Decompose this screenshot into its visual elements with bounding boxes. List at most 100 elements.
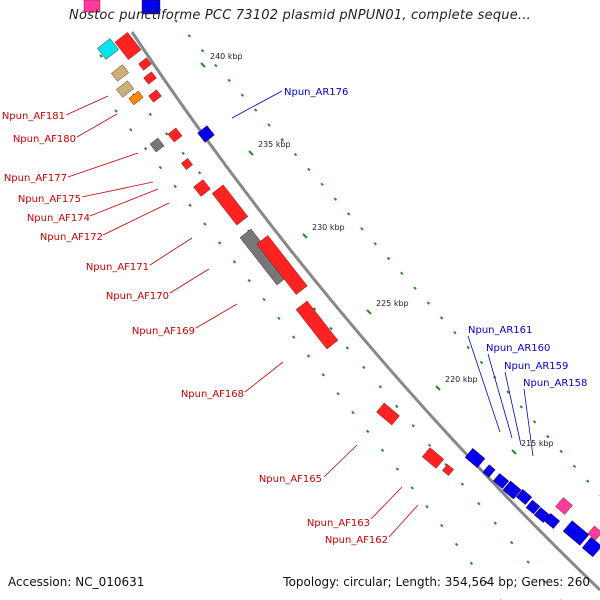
leader-line (149, 237, 193, 266)
feature-forward[interactable] (295, 300, 339, 350)
leader-line (523, 388, 534, 457)
tick-label: 220 kbp (445, 375, 478, 384)
feature-reverse[interactable] (562, 520, 590, 546)
tick-label: 225 kbp (376, 299, 409, 308)
backbone-dot (174, 19, 178, 23)
backbone-dot (165, 132, 169, 136)
feature-label-reverse[interactable]: Npun_AR159 (504, 361, 568, 372)
backbone-dot (351, 410, 355, 415)
backbone-dot (411, 424, 415, 428)
feature-reverse[interactable] (581, 536, 600, 558)
feature-label-reverse[interactable]: Npun_AR160 (486, 343, 550, 354)
backbone-dot (129, 128, 133, 132)
feature-misc[interactable] (555, 497, 573, 515)
backbone-dot (293, 152, 298, 157)
backbone-dot (114, 109, 118, 113)
feature-forward[interactable] (421, 447, 445, 469)
feature-reverse[interactable] (482, 464, 496, 478)
feature-misc[interactable] (128, 90, 144, 106)
feature-label-forward[interactable]: Npun_AF172 (40, 232, 103, 243)
backbone-dot (395, 467, 400, 471)
feature-forward[interactable] (376, 402, 400, 426)
backbone-dot (200, 48, 205, 53)
leader-line (102, 202, 170, 236)
feature-layer (83, 0, 600, 558)
feature-forward[interactable] (148, 89, 162, 103)
tick-mark (366, 309, 372, 315)
feature-label-reverse[interactable]: Npun_AR158 (523, 378, 587, 389)
backbone-dot (366, 429, 370, 434)
feature-reverse[interactable] (197, 125, 215, 143)
backbone-dot (479, 360, 484, 365)
feature-misc[interactable] (97, 38, 119, 60)
feature-forward[interactable] (193, 179, 211, 197)
feature-forward[interactable] (143, 71, 157, 85)
leader-line (65, 95, 109, 116)
feature-forward[interactable] (211, 184, 249, 226)
feature-reverse[interactable] (141, 0, 161, 15)
backbone-dot (240, 93, 245, 97)
tick-label: 230 kbp (312, 223, 345, 232)
label-layer: Npun_AR176 Npun_AR161 Npun_AR160 Npun_AR159… (2, 87, 588, 546)
feature-misc[interactable] (587, 525, 600, 541)
feature-label-forward[interactable]: Npun_AF181 (2, 111, 65, 122)
backbone-dot (187, 34, 191, 38)
feature-label-forward[interactable]: Npun_AF177 (4, 173, 67, 184)
backbone-dot (395, 404, 399, 409)
feature-misc[interactable] (116, 80, 134, 98)
tick-layer: 240 kbp 235 kbp 230 kbp 225 kbp 220 kbp 215 k… (200, 52, 554, 455)
leader-line (89, 188, 159, 217)
feature-forward[interactable] (167, 127, 183, 143)
leader-line (169, 268, 210, 294)
feature-label-reverse[interactable]: Npun_AR161 (468, 325, 532, 336)
tick-label: 240 kbp (210, 52, 243, 61)
backbone-dot (460, 482, 465, 486)
backbone-dot (148, 112, 152, 117)
leader-line (487, 353, 513, 439)
feature-label-forward[interactable]: Npun_AF168 (181, 389, 244, 400)
feature-forward[interactable] (442, 464, 454, 476)
feature-label-reverse[interactable]: Npun_AR176 (284, 87, 348, 98)
feature-label-forward[interactable]: Npun_AF171 (86, 262, 149, 273)
feature-label-forward[interactable]: Npun_AF169 (132, 326, 195, 337)
backbone-dot (197, 171, 202, 175)
feature-label-forward[interactable]: Npun_AF163 (307, 518, 370, 529)
backbone-dot (362, 365, 366, 370)
feature-forward[interactable] (256, 235, 308, 295)
backbone-dot (247, 278, 251, 283)
feature-other[interactable] (149, 137, 165, 153)
backbone-dot (188, 203, 192, 207)
feature-forward[interactable] (138, 57, 152, 71)
backbone-dot (320, 182, 324, 186)
backbone-dot (426, 301, 431, 305)
leader-line (76, 113, 118, 138)
feature-forward[interactable] (114, 32, 142, 60)
feature-forward[interactable] (181, 158, 193, 170)
backbone-dot (277, 316, 281, 321)
tick-label: 215 kbp (521, 439, 554, 448)
backbone-dot (380, 448, 385, 452)
feature-label-forward[interactable]: Npun_AF180 (13, 134, 76, 145)
feature-label-forward[interactable]: Npun_AF175 (18, 194, 81, 205)
leader-line (467, 335, 501, 433)
feature-label-forward[interactable]: Npun_AF165 (259, 474, 322, 485)
leader-line (81, 181, 154, 198)
backbone-dot (227, 78, 231, 83)
feature-reverse[interactable] (515, 489, 533, 505)
feature-reverse[interactable] (525, 499, 541, 515)
feature-misc[interactable] (111, 64, 129, 82)
leader-line (504, 371, 522, 446)
tick-mark (302, 233, 308, 239)
backbone-dot (572, 464, 577, 469)
feature-reverse[interactable] (492, 473, 510, 489)
backbone-dot (425, 505, 429, 509)
feature-label-forward[interactable]: Npun_AF174 (27, 213, 90, 224)
feature-misc[interactable] (83, 0, 101, 13)
feature-reverse[interactable] (502, 480, 522, 500)
feature-reverse[interactable] (543, 513, 561, 529)
backbone-dot (510, 540, 514, 545)
backbone-dot (203, 222, 207, 226)
feature-label-forward[interactable]: Npun_AF170 (106, 291, 169, 302)
feature-label-forward[interactable]: Npun_AF162 (325, 535, 388, 546)
feature-reverse[interactable] (464, 447, 486, 469)
